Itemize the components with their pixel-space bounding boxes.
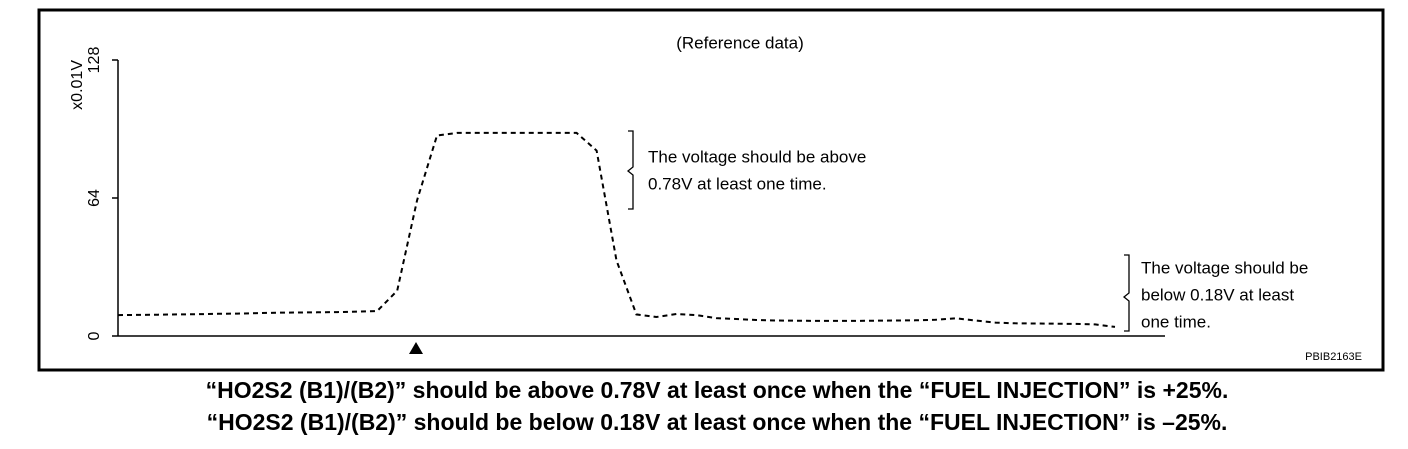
annotation: The voltage should be [1141, 258, 1308, 277]
bracket [1122, 254, 1130, 332]
frame [37, 8, 1385, 372]
event-marker [409, 342, 423, 354]
y-tick-label: 128 [86, 47, 103, 74]
figure-id: PBIB2163E [1305, 351, 1362, 363]
annotation: one time. [1141, 312, 1211, 331]
caption: “HO2S2 (B1)/(B2)” should be below 0.18V … [207, 409, 1228, 435]
annotation: 0.78V at least one time. [648, 174, 827, 193]
y-tick-label: 64 [86, 189, 103, 207]
chart-title: (Reference data) [676, 33, 804, 52]
y-axis-label: x0.01V [69, 60, 86, 110]
caption: “HO2S2 (B1)/(B2)” should be above 0.78V … [206, 377, 1229, 403]
y-tick-label: 0 [86, 331, 103, 340]
annotation: below 0.18V at least [1141, 285, 1294, 304]
data-line [117, 131, 1116, 328]
bracket [626, 130, 634, 210]
annotation: The voltage should be above [648, 147, 866, 166]
